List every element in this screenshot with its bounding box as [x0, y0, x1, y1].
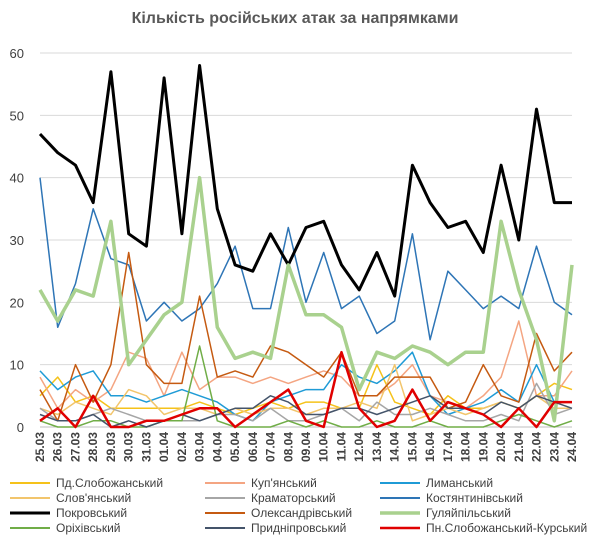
chart-title: Кількість російських атак за напрямками	[131, 10, 459, 27]
x-tick-label: 17.04	[441, 432, 455, 462]
legend-label: Костянтинівський	[426, 491, 523, 505]
legend-label: Придніпровський	[251, 521, 346, 535]
x-tick-label: 12.04	[352, 432, 366, 462]
y-tick-label: 10	[10, 358, 24, 373]
x-tick-label: 26.03	[51, 432, 65, 462]
legend-label: Покровський	[56, 506, 127, 520]
legend-label: Краматорський	[251, 491, 336, 505]
x-tick-label: 09.04	[299, 432, 313, 462]
series-line	[39, 251, 573, 422]
x-tick-label: 02.04	[175, 432, 189, 462]
legend-label: Пд.Слобожанський	[56, 476, 163, 490]
x-tick-label: 06.04	[246, 432, 260, 462]
x-tick-label: 25.03	[33, 432, 47, 462]
legend-label: Гуляйпільський	[426, 506, 511, 520]
series-line	[39, 351, 572, 422]
x-tick-label: 10.04	[317, 432, 331, 462]
legend-label: Оріхівський	[56, 521, 121, 535]
x-tick-label: 22.04	[530, 432, 544, 462]
series-line	[39, 177, 573, 341]
x-tick-label: 18.04	[459, 432, 473, 462]
x-tick-label: 01.04	[157, 432, 171, 462]
x-tick-label: 24.04	[565, 432, 579, 462]
x-tick-label: 30.03	[122, 432, 136, 462]
x-tick-label: 13.04	[370, 432, 384, 462]
x-tick-label: 21.04	[512, 432, 526, 462]
x-tick-label: 05.04	[228, 432, 242, 462]
y-tick-label: 50	[10, 108, 24, 123]
x-tick-label: 11.04	[334, 432, 348, 462]
legend-label: Пн.Слобожанський-Курський	[426, 521, 587, 535]
x-tick-label: 27.03	[68, 432, 82, 462]
x-tick-label: 16.04	[423, 432, 437, 462]
x-tick-label: 07.04	[264, 432, 278, 462]
x-tick-label: 04.04	[210, 432, 224, 462]
x-tick-label: 15.04	[405, 432, 419, 462]
x-tick-label: 28.03	[86, 432, 100, 462]
y-tick-label: 0	[17, 420, 24, 435]
x-tick-label: 19.04	[476, 432, 490, 462]
legend-label: Куп'янський	[251, 476, 317, 490]
x-tick-label: 23.04	[547, 432, 561, 462]
legend-label: Лиманський	[426, 476, 493, 490]
legend-label: Олександрівський	[251, 506, 352, 520]
x-tick-label: 03.04	[193, 432, 207, 462]
series-line	[38, 64, 572, 298]
x-tick-label: 14.04	[388, 432, 402, 462]
legend-label: Слов'янський	[56, 491, 131, 505]
series-line	[38, 175, 574, 423]
x-tick-label: 29.03	[104, 432, 118, 462]
y-tick-label: 30	[10, 233, 24, 248]
series-line	[39, 363, 572, 422]
y-tick-label: 40	[10, 171, 24, 186]
y-tick-label: 60	[10, 46, 24, 61]
x-tick-label: 31.03	[139, 432, 153, 462]
y-tick-label: 20	[10, 295, 24, 310]
x-tick-label: 20.04	[494, 432, 508, 462]
x-tick-label: 08.04	[281, 432, 295, 462]
series-line	[39, 350, 572, 429]
